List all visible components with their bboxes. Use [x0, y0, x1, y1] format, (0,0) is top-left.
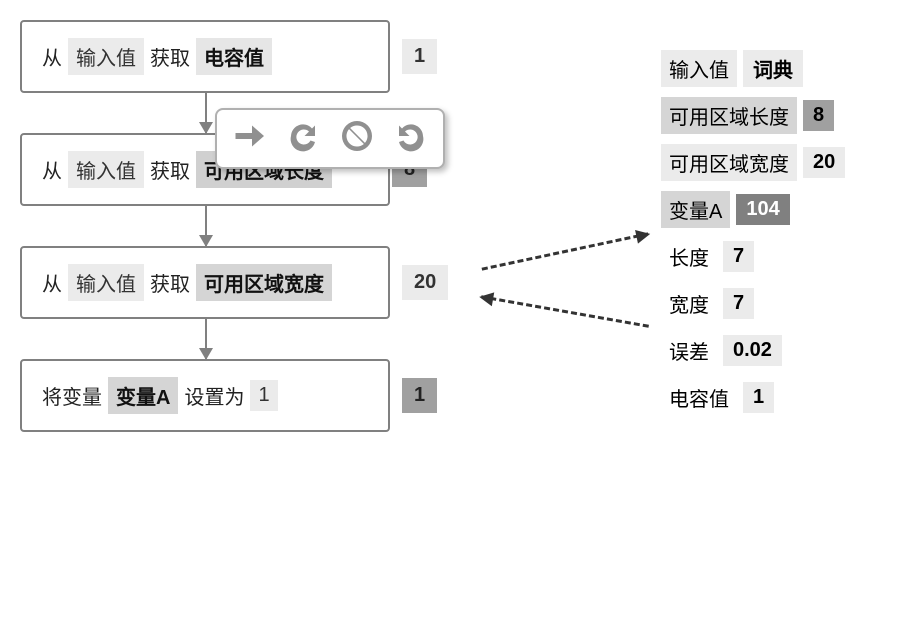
chip-input-value[interactable]: 输入值: [68, 38, 144, 75]
sidebar-label: 宽度: [661, 285, 717, 322]
sidebar-value: 0.02: [723, 335, 782, 366]
sidebar-row[interactable]: 宽度7: [661, 285, 891, 322]
sidebar-row[interactable]: 长度7: [661, 238, 891, 275]
chip-capacitance[interactable]: 电容值: [196, 38, 272, 75]
forbidden-icon[interactable]: [339, 118, 375, 159]
sidebar-value: 1: [743, 382, 774, 413]
sidebar-value: 词典: [743, 50, 803, 87]
value-badge-3: 20: [402, 265, 448, 300]
arrow-right-icon[interactable]: [231, 118, 267, 159]
sidebar-label: 电容值: [661, 379, 737, 416]
text-from: 从: [42, 268, 62, 297]
sidebar-label: 变量A: [661, 191, 730, 228]
text-from: 从: [42, 42, 62, 71]
flow-block-3[interactable]: 从 输入值 获取 可用区域宽度: [20, 246, 390, 319]
sidebar-value: 7: [723, 241, 754, 272]
exchange-arrows: [480, 240, 660, 370]
sidebar-label: 输入值: [661, 50, 737, 87]
flow-row-3: 从 输入值 获取 可用区域宽度 20: [20, 246, 520, 319]
sidebar-row[interactable]: 电容值1: [661, 379, 891, 416]
dash-arrow-left: [481, 295, 649, 327]
sidebar-value: 104: [736, 194, 789, 225]
text-get: 获取: [150, 268, 190, 297]
sidebar-label: 可用区域宽度: [661, 144, 797, 181]
variable-sidebar: 输入值词典可用区域长度8可用区域宽度20变量A104长度7宽度7误差0.02电容…: [661, 50, 891, 416]
connector-3: [205, 319, 207, 359]
connector-2: [205, 206, 207, 246]
sidebar-label: 误差: [661, 332, 717, 369]
redo-curve-icon[interactable]: [285, 118, 321, 159]
sidebar-value: 20: [803, 147, 845, 178]
sidebar-value: 8: [803, 100, 834, 131]
value-badge-1: 1: [402, 39, 437, 74]
sidebar-row[interactable]: 误差0.02: [661, 332, 891, 369]
flow-block-1[interactable]: 从 输入值 获取 电容值: [20, 20, 390, 93]
floating-toolbar[interactable]: [215, 108, 445, 169]
flow-row-4: 将变量 变量A 设置为 1 1: [20, 359, 520, 432]
chip-input-value[interactable]: 输入值: [68, 264, 144, 301]
undo-curve-icon[interactable]: [393, 118, 429, 159]
flowchart-column: 从 输入值 获取 电容值 1 从 输入值 获取 可用区域长度 8 从 输入值 获…: [20, 20, 520, 432]
connector-1: [205, 93, 207, 133]
sidebar-label: 可用区域长度: [661, 97, 797, 134]
sidebar-row[interactable]: 输入值词典: [661, 50, 891, 87]
flow-row-1: 从 输入值 获取 电容值 1: [20, 20, 520, 93]
sidebar-row[interactable]: 可用区域长度8: [661, 97, 891, 134]
sidebar-label: 长度: [661, 238, 717, 275]
chip-set-value[interactable]: 1: [250, 380, 277, 411]
chip-input-value[interactable]: 输入值: [68, 151, 144, 188]
flow-block-set[interactable]: 将变量 变量A 设置为 1: [20, 359, 390, 432]
text-set-suffix: 设置为: [184, 381, 244, 410]
text-set-prefix: 将变量: [42, 381, 102, 410]
sidebar-row[interactable]: 变量A104: [661, 191, 891, 228]
sidebar-row[interactable]: 可用区域宽度20: [661, 144, 891, 181]
chip-area-width[interactable]: 可用区域宽度: [196, 264, 332, 301]
sidebar-value: 7: [723, 288, 754, 319]
chip-variable-a[interactable]: 变量A: [108, 377, 178, 414]
value-badge-4: 1: [402, 378, 437, 413]
text-get: 获取: [150, 42, 190, 71]
text-get: 获取: [150, 155, 190, 184]
text-from: 从: [42, 155, 62, 184]
